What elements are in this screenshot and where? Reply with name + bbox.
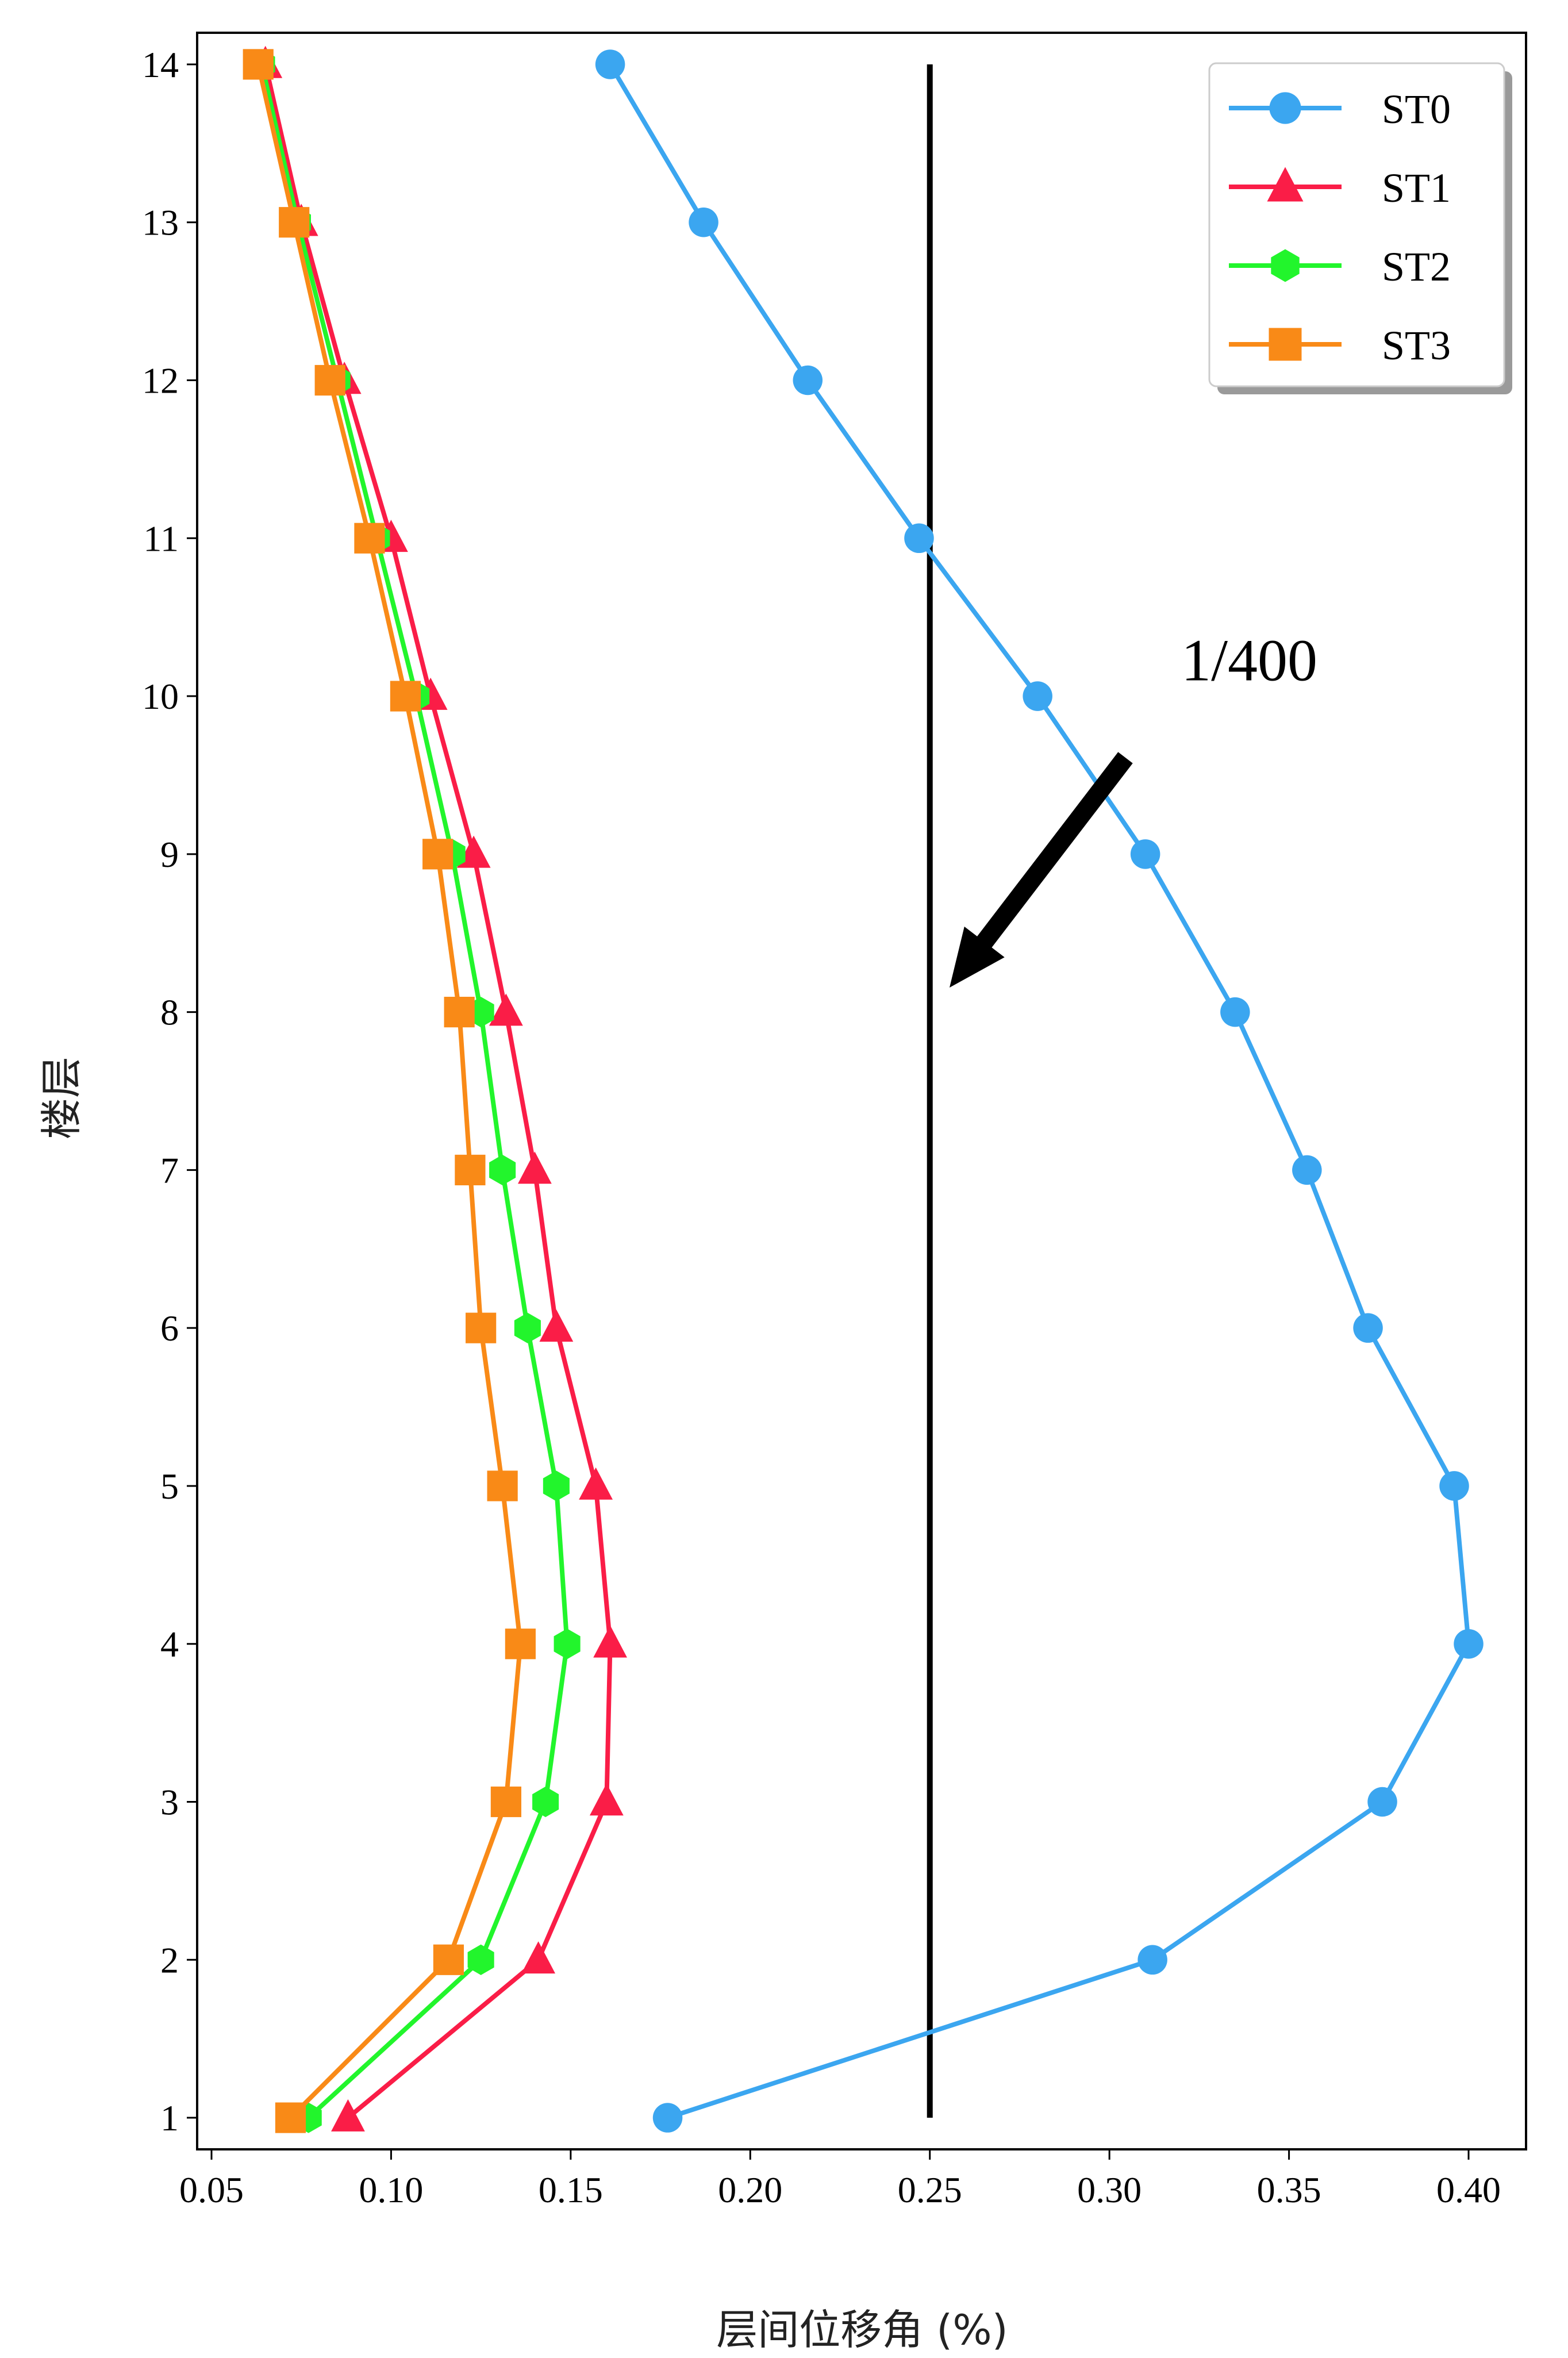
- legend-item-st2: ST2: [1229, 244, 1451, 290]
- annotation-arrow-icon: [950, 752, 1133, 988]
- data-point-st2: [467, 1944, 494, 1975]
- y-tick-label: 13: [142, 202, 179, 243]
- data-point-st1: [579, 1467, 613, 1500]
- legend-marker-st1: [1267, 167, 1304, 202]
- data-point-st2: [554, 1629, 581, 1660]
- data-point-st3: [243, 49, 274, 80]
- data-point-st1: [539, 1309, 574, 1342]
- x-tick-label: 0.40: [1436, 2169, 1501, 2210]
- data-point-st3: [487, 1470, 518, 1501]
- x-tick-label: 0.20: [718, 2169, 782, 2210]
- series-layer: [243, 45, 1484, 2133]
- y-tick-label: 11: [143, 518, 179, 559]
- series-line-st3: [256, 64, 523, 2119]
- data-point-st2: [543, 1470, 570, 1501]
- x-tick-label: 0.10: [359, 2169, 423, 2210]
- data-point-st0: [1130, 839, 1160, 869]
- data-point-st2: [489, 1154, 516, 1185]
- x-tick-label: 0.25: [898, 2169, 962, 2210]
- data-point-st1: [521, 1941, 556, 1974]
- legend-label: ST0: [1382, 86, 1451, 132]
- data-point-st3: [390, 681, 421, 712]
- data-point-st0: [904, 523, 934, 554]
- data-point-st0: [1367, 1787, 1397, 1817]
- data-point-st1: [331, 2099, 365, 2132]
- data-point-st0: [1220, 997, 1250, 1027]
- series-st1: [248, 45, 627, 2132]
- x-axis: 0.05 0.10 0.15 0.20 0.25 0.30 0.35 0.40: [179, 2149, 1501, 2210]
- data-point-st2: [532, 1786, 559, 1818]
- plot-frame: [196, 32, 1527, 2150]
- data-point-st3: [466, 1312, 497, 1343]
- data-point-st0: [595, 49, 625, 79]
- legend-label: ST2: [1382, 244, 1451, 290]
- data-point-st0: [1023, 681, 1052, 711]
- series-line-st0: [608, 63, 1471, 2120]
- plot-area: [196, 32, 1527, 2150]
- legend-box: [1208, 62, 1505, 387]
- y-tick-label: 5: [160, 1466, 179, 1507]
- annotation-label: 1/400: [1181, 628, 1317, 694]
- data-point-st3: [490, 1786, 521, 1818]
- y-tick-label: 6: [160, 1308, 179, 1349]
- data-point-st3: [422, 839, 454, 870]
- x-tick-label: 0.15: [539, 2169, 603, 2210]
- legend: ST0 ST1 ST2 ST3: [1208, 62, 1512, 394]
- annotation-1-400: 1/400: [950, 628, 1317, 988]
- legend-marker-st3: [1269, 328, 1302, 361]
- y-tick-label: 8: [160, 992, 179, 1033]
- data-point-st3: [279, 207, 310, 238]
- data-point-st0: [1292, 1155, 1322, 1185]
- y-tick-label: 3: [160, 1781, 179, 1822]
- data-point-st0: [652, 2103, 683, 2133]
- y-tick-label: 9: [160, 834, 179, 875]
- legend-item-st0: ST0: [1229, 86, 1451, 132]
- series-st2: [248, 49, 581, 2133]
- data-point-st0: [1353, 1313, 1383, 1343]
- y-tick-label: 2: [160, 1940, 179, 1980]
- legend-label: ST3: [1382, 322, 1451, 368]
- y-tick-label: 12: [142, 360, 179, 401]
- x-tick-label: 0.05: [179, 2169, 244, 2210]
- legend-item-st3: ST3: [1229, 322, 1451, 368]
- data-point-st3: [444, 997, 475, 1028]
- data-point-st0: [1454, 1629, 1484, 1659]
- y-tick-label: 7: [160, 1150, 179, 1190]
- data-point-st1: [589, 1783, 624, 1816]
- legend-item-st1: ST1: [1229, 165, 1451, 211]
- data-point-st1: [593, 1625, 627, 1658]
- legend-marker-st0: [1269, 92, 1301, 124]
- series-line-st1: [263, 64, 613, 2120]
- data-point-st1: [489, 993, 523, 1026]
- y-axis-label: 楼层: [37, 1057, 86, 1139]
- y-tick-label: 4: [160, 1624, 179, 1665]
- legend-marker-st2: [1271, 249, 1300, 282]
- data-point-st0: [793, 365, 823, 395]
- data-point-st3: [455, 1154, 486, 1185]
- y-tick-label: 1: [160, 2098, 179, 2138]
- x-tick-label: 0.35: [1257, 2169, 1321, 2210]
- y-tick-label: 14: [142, 44, 179, 85]
- data-point-st0: [1439, 1471, 1469, 1501]
- data-point-st3: [354, 523, 385, 554]
- x-axis-label: 层间位移角 (%): [716, 2306, 1008, 2354]
- data-point-st0: [689, 207, 718, 237]
- y-tick-label: 10: [142, 676, 179, 717]
- data-point-st3: [433, 1944, 464, 1975]
- x-tick-label: 0.30: [1077, 2169, 1142, 2210]
- legend-label: ST1: [1382, 165, 1451, 211]
- data-point-st3: [505, 1629, 536, 1660]
- data-point-st3: [275, 2102, 306, 2133]
- data-point-st3: [314, 364, 345, 396]
- series-st0: [595, 49, 1484, 2133]
- data-point-st0: [1137, 1945, 1167, 1975]
- data-point-st1: [517, 1151, 552, 1184]
- series-st3: [243, 49, 536, 2133]
- data-point-st2: [514, 1312, 541, 1343]
- series-line-st2: [259, 64, 570, 2119]
